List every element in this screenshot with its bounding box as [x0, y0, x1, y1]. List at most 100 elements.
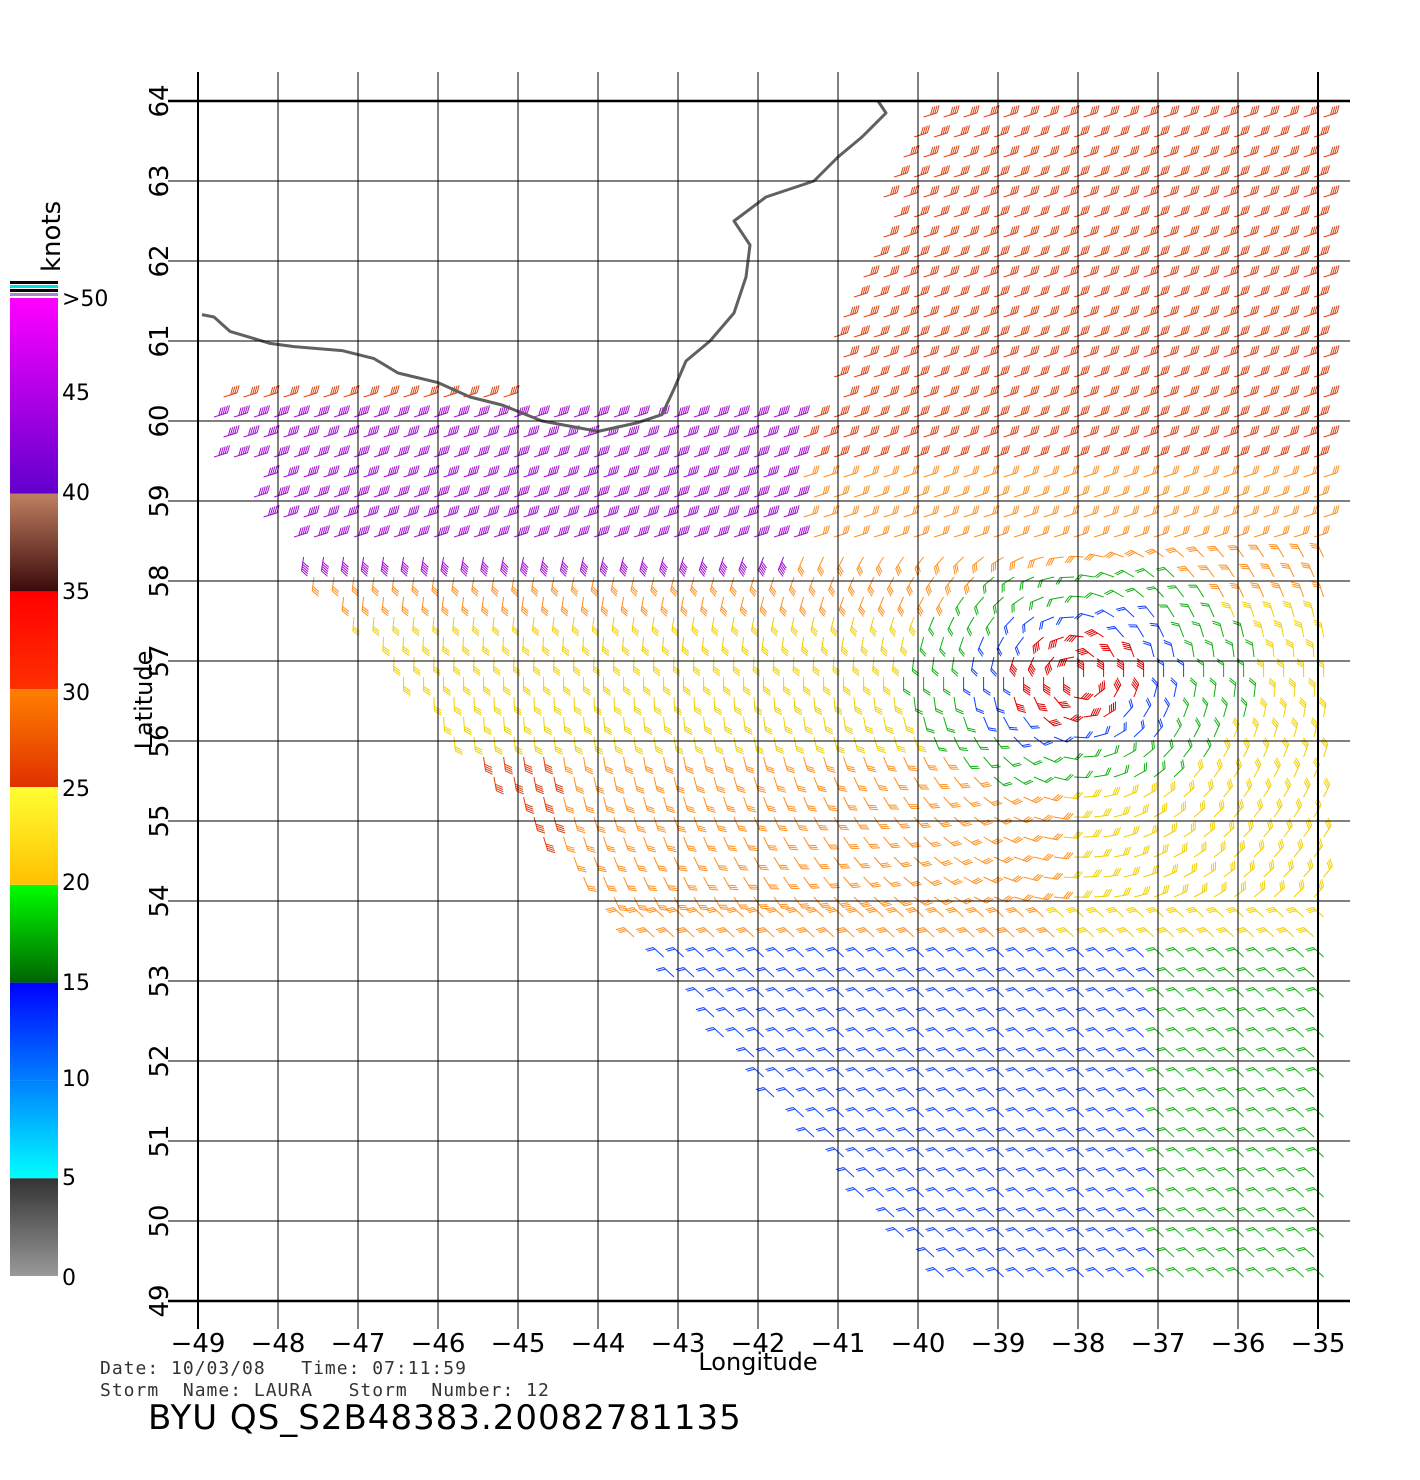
barb-feather — [1147, 1188, 1156, 1192]
barb-shaft — [892, 1067, 904, 1078]
barb-feather — [1265, 907, 1274, 911]
barb-feather — [1257, 928, 1266, 932]
barb-feather — [1275, 1167, 1284, 1171]
barb-feather — [892, 846, 901, 849]
wind-barb — [1295, 1127, 1315, 1138]
barb-feather — [905, 1107, 914, 1111]
wind-barb — [1215, 1007, 1235, 1018]
barb-feather — [821, 650, 828, 657]
barb-feather — [1199, 802, 1202, 811]
barb-shaft — [1243, 1047, 1255, 1058]
barb-feather — [566, 847, 575, 851]
barb-feather — [837, 750, 846, 754]
barb-shaft — [623, 836, 629, 851]
barb-shaft — [993, 776, 1006, 787]
barb-shaft — [1043, 876, 1058, 880]
barb-feather — [1105, 888, 1111, 897]
barb-feather — [796, 750, 805, 754]
barb-feather — [1087, 1068, 1096, 1072]
barb-feather — [564, 728, 572, 733]
barb-feather — [647, 810, 656, 814]
barb-shaft — [1163, 704, 1170, 718]
barb-feather — [703, 688, 711, 694]
barb-shaft — [972, 987, 984, 998]
barb-feather — [787, 908, 796, 912]
barb-shaft — [783, 967, 795, 978]
barb-feather — [544, 730, 552, 736]
barb-feather — [1185, 1147, 1194, 1151]
barb-feather — [937, 1248, 946, 1252]
barb-shaft — [1023, 1247, 1035, 1258]
barb-feather — [1279, 882, 1282, 891]
barb-feather — [1077, 968, 1086, 972]
wind-barb — [572, 656, 581, 677]
barb-feather — [615, 748, 623, 753]
barb-shaft — [843, 1007, 855, 1018]
barb-feather — [1147, 1148, 1156, 1152]
barb-feather — [703, 686, 711, 692]
barb-shaft — [543, 796, 548, 811]
barb-feather — [1067, 908, 1076, 912]
barb-feather — [1025, 1027, 1034, 1031]
wind-barb — [735, 1007, 755, 1018]
barb-feather — [602, 650, 610, 657]
barb-feather — [704, 730, 713, 735]
barb-shaft — [1012, 907, 1024, 918]
barb-feather — [1105, 1227, 1114, 1231]
barb-feather — [804, 725, 813, 731]
barb-feather — [1267, 988, 1276, 992]
wind-barb — [623, 677, 631, 696]
barb-feather — [1132, 785, 1135, 794]
barb-feather — [1043, 683, 1051, 690]
barb-feather — [985, 1027, 994, 1031]
barb-feather — [1047, 908, 1056, 912]
wind-barb — [1243, 778, 1253, 798]
wind-barb — [1065, 987, 1084, 998]
barb-feather — [1305, 777, 1311, 785]
barb-feather — [675, 750, 684, 755]
barb-feather — [943, 824, 952, 828]
barb-feather — [955, 1087, 964, 1091]
barb-feather — [975, 1127, 984, 1131]
barb-feather — [1230, 821, 1233, 830]
barb-feather — [694, 710, 702, 716]
barb-feather — [1153, 740, 1155, 749]
barb-shaft — [1223, 1207, 1235, 1218]
barb-feather — [990, 799, 999, 804]
barb-feather — [654, 710, 662, 716]
barb-feather — [861, 864, 870, 867]
barb-feather — [939, 749, 948, 752]
wind-barb — [733, 776, 746, 794]
barb-feather — [1225, 1027, 1234, 1031]
barb-feather — [737, 1008, 746, 1012]
barb-feather — [555, 750, 564, 755]
barb-feather — [1177, 1168, 1186, 1172]
wind-barb — [1285, 907, 1304, 918]
wind-barb — [803, 677, 811, 696]
barb-feather — [875, 1087, 884, 1091]
wind-barb — [1055, 1087, 1075, 1098]
barb-feather — [951, 668, 959, 675]
barb-shaft — [1283, 1127, 1295, 1138]
wind-barb — [1293, 838, 1304, 858]
wind-barb — [1095, 1167, 1115, 1178]
barb-feather — [1195, 1167, 1204, 1171]
barb-feather — [817, 1048, 826, 1052]
wind-barb — [1225, 1187, 1244, 1198]
barb-feather — [1158, 720, 1162, 728]
barb-shaft — [1012, 1147, 1024, 1158]
barb-feather — [1267, 1068, 1276, 1072]
barb-feather — [1047, 854, 1054, 861]
barb-feather — [905, 1067, 914, 1071]
barb-feather — [635, 785, 644, 790]
barb-feather — [1255, 1167, 1264, 1171]
barb-feather — [818, 789, 827, 793]
wind-barb — [1065, 1187, 1084, 1198]
barb-feather — [917, 928, 926, 932]
barb-feather — [907, 908, 916, 912]
wind-barb — [692, 656, 701, 677]
wind-barb — [925, 1147, 944, 1158]
wind-barb — [1065, 907, 1084, 918]
barb-shaft — [1272, 1027, 1284, 1038]
barb-shaft — [963, 1207, 975, 1218]
